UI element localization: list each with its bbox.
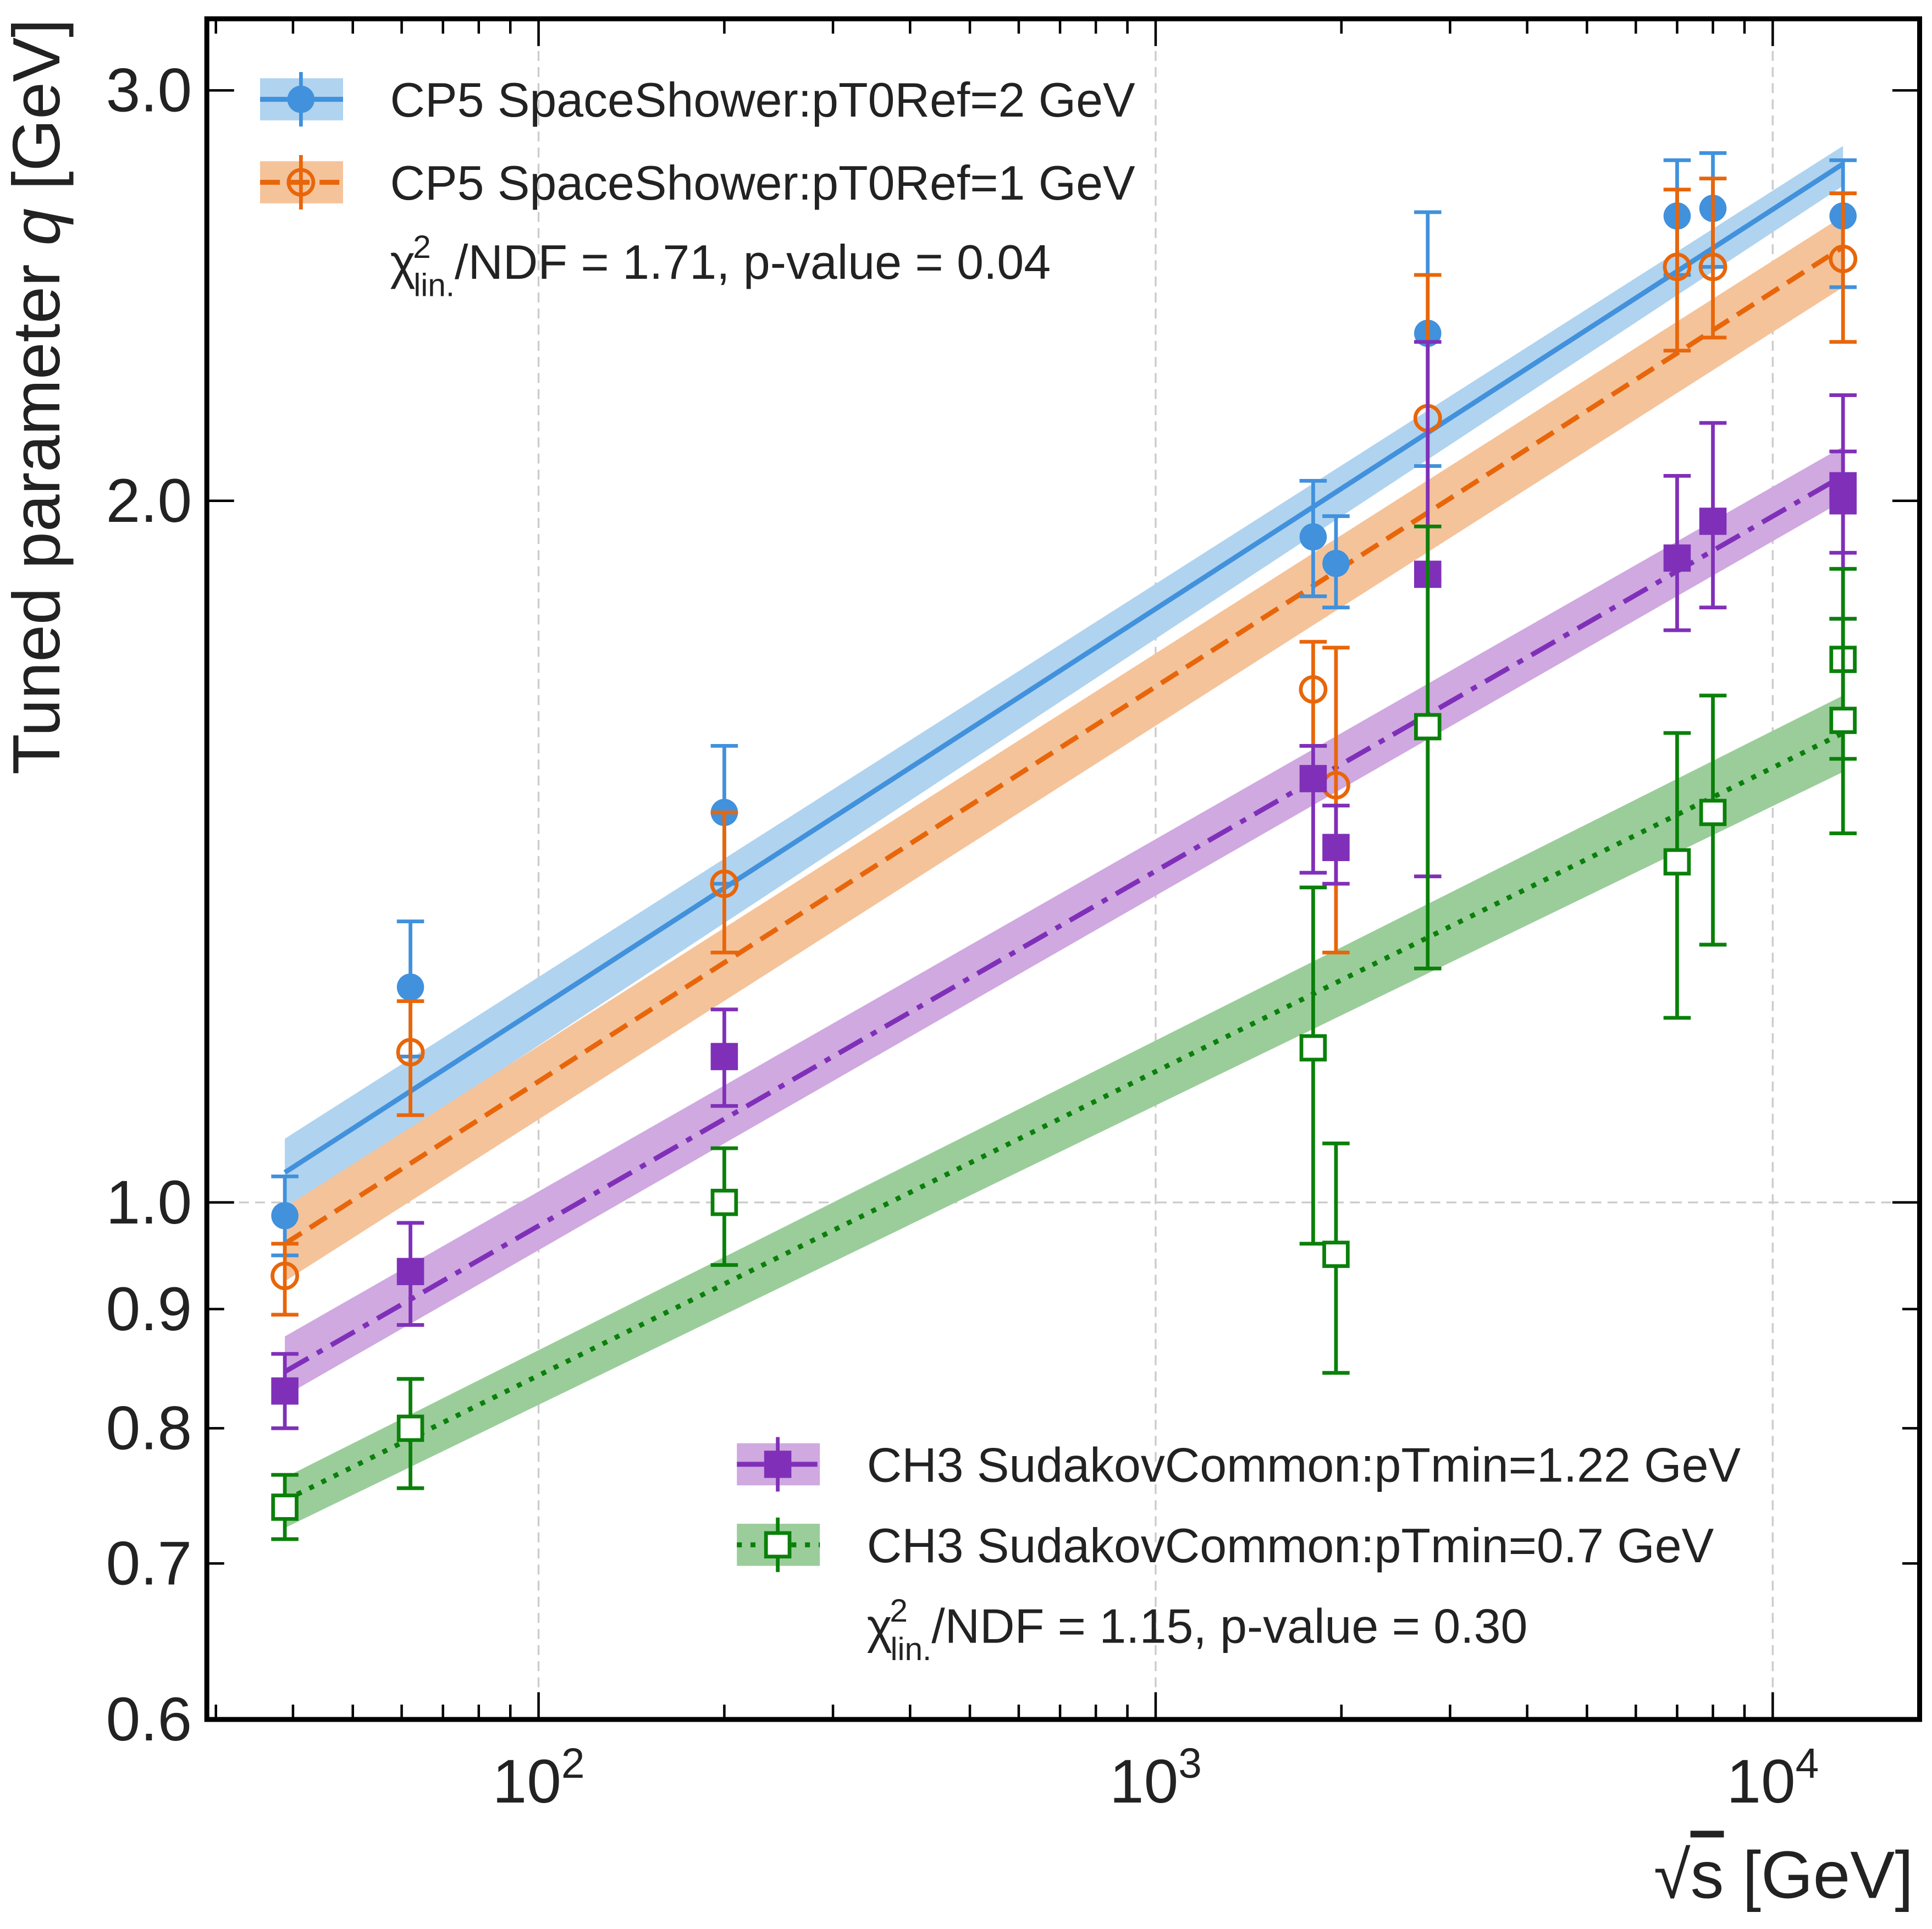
open-square-marker — [1829, 707, 1857, 734]
open-circle-marker — [1829, 244, 1858, 273]
legend-label: CH3 SudakovCommon:pTmin=0.7 GeV — [867, 1518, 1714, 1573]
open-circle-marker — [271, 1261, 299, 1291]
y-tick-label: 0.8 — [106, 1393, 192, 1463]
filled-circle-marker — [396, 973, 424, 1001]
data-point — [1322, 803, 1350, 886]
legend-label: CP5 SpaceShower:pT0Ref=2 GeV — [390, 73, 1135, 127]
open-square-marker — [764, 1531, 792, 1559]
legend-label: CH3 SudakovCommon:pTmin=1.22 GeV — [867, 1437, 1741, 1492]
legend-entry: CH3 SudakovCommon:pTmin=0.7 GeV — [737, 1517, 1714, 1573]
y-tick-label: 3.0 — [106, 56, 192, 125]
filled-square-marker — [764, 1451, 792, 1478]
data-point — [710, 1007, 738, 1108]
data-point — [271, 1242, 299, 1317]
data-point — [396, 1221, 424, 1327]
open-circle-marker — [1698, 252, 1727, 282]
open-circle-marker — [1663, 252, 1692, 282]
data-point — [1663, 188, 1692, 352]
filled-square-marker — [1322, 834, 1350, 861]
data-point — [396, 1377, 424, 1490]
y-tick-label: 0.6 — [106, 1684, 192, 1754]
filled-square-marker — [1663, 544, 1691, 572]
fit-line — [283, 162, 1845, 1175]
data-point — [396, 999, 425, 1117]
data-point — [1299, 640, 1328, 748]
y-tick-label: 1.0 — [106, 1167, 192, 1237]
open-square-marker — [1299, 1034, 1327, 1062]
open-square-marker — [271, 1493, 299, 1521]
legend-bottom-right: CH3 SudakovCommon:pTmin=1.22 GeV CH3 Suda… — [737, 1437, 1741, 1667]
fit-line — [284, 731, 1845, 1503]
data-point — [1414, 524, 1442, 971]
data-point — [710, 811, 739, 955]
filled-square-marker — [271, 1377, 299, 1405]
y-tick-label: 0.7 — [106, 1528, 192, 1597]
open-circle-marker — [396, 1038, 425, 1067]
legend-entry: CP5 SpaceShower:pT0Ref=2 GeV — [260, 72, 1135, 127]
open-square-marker — [1322, 1241, 1350, 1268]
filled-circle-marker — [287, 85, 315, 113]
axis-ticks: 102 103 104 0.6 0.7 0.8 0.9 1.0 2.0 3.0 — [106, 19, 1920, 1816]
filled-square-marker — [1299, 765, 1327, 792]
data-point — [1698, 177, 1727, 340]
filled-square-marker — [1829, 487, 1857, 515]
y-tick-label: 2.0 — [106, 466, 192, 535]
data-point — [271, 1352, 299, 1430]
data-point — [1322, 514, 1350, 610]
x-tick-label: 103 — [1109, 1740, 1202, 1816]
open-circle-marker — [286, 168, 316, 197]
y-tick-label: 0.9 — [106, 1274, 192, 1343]
data-point — [1299, 885, 1327, 1246]
filled-square-marker — [1699, 508, 1727, 535]
data-point — [271, 1473, 299, 1541]
fit-line — [283, 473, 1845, 1374]
data-point — [1663, 473, 1691, 632]
data-point — [1663, 731, 1691, 1020]
legend-top-left: CP5 SpaceShower:pT0Ref=2 GeV CP5 SpaceSho… — [260, 72, 1135, 304]
plot-frame — [204, 16, 1922, 1722]
open-circle-marker — [710, 869, 739, 899]
fit-statistic: χ2 lin./NDF = 1.15, p-value = 0.30 — [867, 1593, 1528, 1667]
data-point — [1699, 693, 1727, 947]
data-points — [271, 151, 1858, 1541]
data-point — [1829, 616, 1857, 835]
filled-circle-marker — [1299, 523, 1327, 551]
open-circle-marker — [1299, 675, 1328, 704]
data-point — [1699, 421, 1727, 610]
x-axis-label: √s [GeV] — [1654, 1837, 1913, 1912]
open-square-marker — [1414, 713, 1442, 741]
open-square-marker — [1663, 848, 1691, 876]
data-point — [1829, 191, 1858, 344]
filled-square-marker — [710, 1043, 738, 1071]
data-point — [1322, 1142, 1350, 1375]
fit-band — [285, 447, 1843, 1396]
data-point — [710, 1146, 738, 1267]
data-point — [1299, 743, 1327, 875]
open-square-marker — [1699, 798, 1727, 826]
legends: CP5 SpaceShower:pT0Ref=2 GeV CP5 SpaceSho… — [260, 72, 1741, 1667]
fit-bands — [285, 146, 1843, 1528]
fit-band — [285, 216, 1843, 1282]
filled-circle-marker — [1322, 549, 1350, 577]
fit-statistic: χ2 lin./NDF = 1.71, p-value = 0.04 — [390, 229, 1051, 304]
fit-band — [285, 695, 1843, 1528]
x-tick-label: 102 — [493, 1740, 585, 1816]
fit-line — [283, 245, 1845, 1246]
filled-square-marker — [396, 1258, 424, 1286]
legend-label: CP5 SpaceShower:pT0Ref=1 GeV — [390, 156, 1135, 210]
y-axis-label: Tuned parameter q [GeV] — [0, 19, 74, 775]
open-square-marker — [396, 1414, 424, 1442]
data-point — [1299, 478, 1327, 598]
fit-band — [285, 146, 1843, 1213]
legend-entry: CP5 SpaceShower:pT0Ref=1 GeV — [260, 155, 1135, 210]
x-tick-label: 104 — [1726, 1740, 1819, 1816]
fit-lines — [283, 162, 1845, 1503]
data-point — [1829, 449, 1857, 555]
open-square-marker — [710, 1188, 738, 1216]
filled-circle-marker — [271, 1202, 299, 1230]
legend-entry: CH3 SudakovCommon:pTmin=1.22 GeV — [737, 1437, 1741, 1492]
